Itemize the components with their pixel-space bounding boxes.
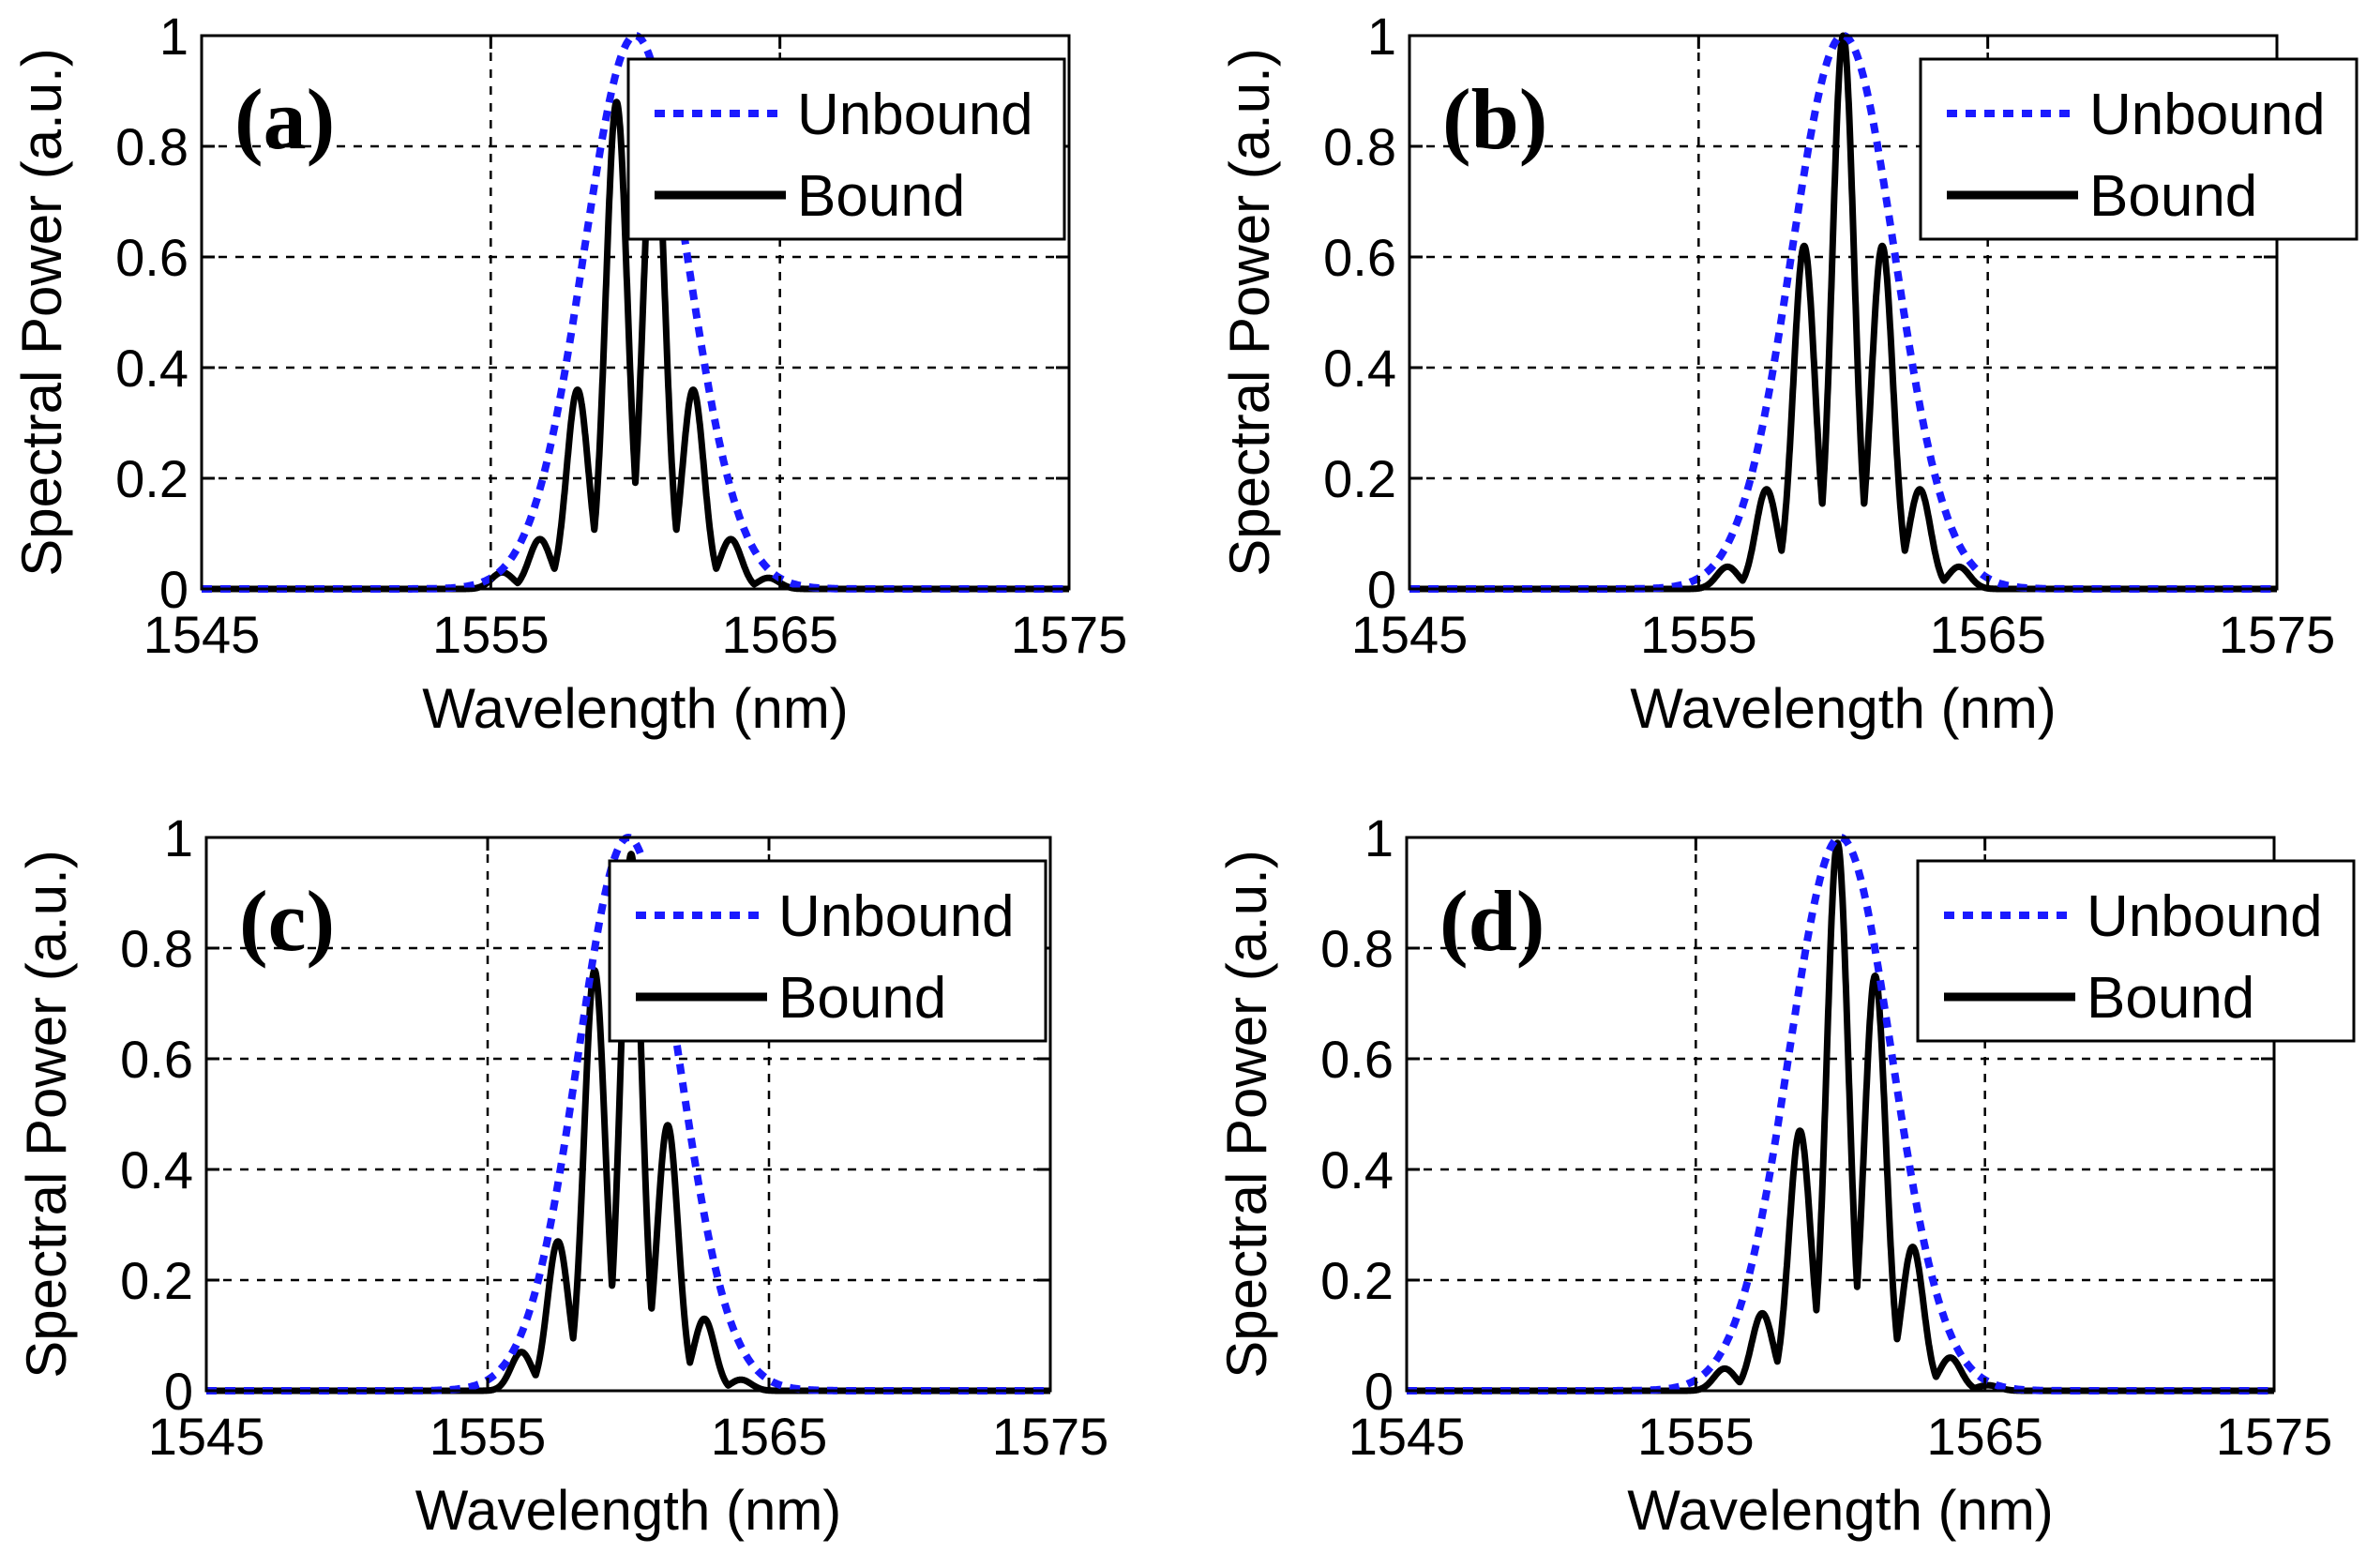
y-tick-label: 0.2 <box>115 449 188 508</box>
y-tick-label: 0.8 <box>1320 919 1394 978</box>
legend: Unbound Bound <box>1919 57 2358 241</box>
legend-unbound-label: Unbound <box>2087 884 2323 949</box>
y-tick-label: 0.6 <box>1320 1030 1394 1089</box>
y-tick-label: 0 <box>164 1362 193 1421</box>
y-tick-label: 1 <box>1364 808 1394 867</box>
panel-2: 0 0.2 0.4 0.6 0.8 1 1545 1555 1565 1575 Wavelength… <box>15 808 1108 1542</box>
x-axis-title: Wavelength (nm) <box>422 677 849 740</box>
x-tick-label: 1555 <box>429 1407 547 1466</box>
x-tick-label: 1575 <box>2216 1407 2333 1466</box>
panel-label: (c) <box>239 873 335 969</box>
x-tick-label: 1545 <box>1351 605 1469 664</box>
y-tick-label: 0.4 <box>1323 339 1396 398</box>
y-tick-label: 0.2 <box>1323 449 1396 508</box>
y-axis-title: Spectral Power (a.u.) <box>1215 850 1278 1379</box>
legend-box <box>1919 57 2358 241</box>
legend-unbound-label: Unbound <box>797 83 1033 147</box>
legend-unbound-label: Unbound <box>778 884 1015 949</box>
y-tick-label: 0 <box>1367 560 1396 619</box>
panel-label: (d) <box>1439 873 1545 969</box>
panel-0: 0 0.2 0.4 0.6 0.8 1 1545 1555 1565 1575 Wavelength… <box>10 7 1127 740</box>
axes-border <box>1408 34 2279 591</box>
y-tick-label: 0.2 <box>120 1251 193 1310</box>
y-tick-label: 1 <box>1367 7 1396 66</box>
axes-border <box>1405 836 2276 1393</box>
y-axis-title: Spectral Power (a.u.) <box>1218 48 1281 577</box>
x-tick-label: 1575 <box>1011 605 1128 664</box>
legend-bound-label: Bound <box>2087 966 2254 1031</box>
panel-label: (a) <box>234 71 335 167</box>
y-tick-label: 1 <box>164 808 193 867</box>
panel-1: 0 0.2 0.4 0.6 0.8 1 1545 1555 1565 1575 Wavelength… <box>1218 7 2358 740</box>
y-tick-label: 0.4 <box>120 1140 193 1199</box>
y-tick-label: 0.6 <box>120 1030 193 1089</box>
x-tick-label: 1545 <box>143 605 261 664</box>
x-tick-label: 1565 <box>1926 1407 2043 1466</box>
x-tick-label: 1555 <box>1640 605 1757 664</box>
x-tick-label: 1545 <box>1349 1407 1466 1466</box>
legend-bound-label: Bound <box>2089 164 2257 229</box>
legend-box <box>626 57 1066 241</box>
y-tick-label: 0 <box>1364 1362 1394 1421</box>
x-tick-label: 1565 <box>721 605 838 664</box>
y-tick-label: 0.4 <box>1320 1140 1394 1199</box>
legend-box <box>608 859 1047 1043</box>
x-tick-label: 1555 <box>1637 1407 1755 1466</box>
y-axis-title: Spectral Power (a.u.) <box>15 850 78 1379</box>
y-tick-label: 1 <box>159 7 188 66</box>
x-tick-label: 1575 <box>992 1407 1109 1466</box>
y-tick-label: 0.6 <box>115 228 188 287</box>
y-axis-title: Spectral Power (a.u.) <box>10 48 73 577</box>
y-tick-label: 0 <box>159 560 188 619</box>
legend-bound-label: Bound <box>797 164 965 229</box>
x-tick-label: 1565 <box>711 1407 828 1466</box>
legend-unbound-label: Unbound <box>2089 83 2326 147</box>
legend: Unbound Bound <box>626 57 1066 241</box>
x-tick-label: 1555 <box>432 605 550 664</box>
y-tick-label: 0.8 <box>120 919 193 978</box>
y-tick-label: 0.2 <box>1320 1251 1394 1310</box>
x-axis-title: Wavelength (nm) <box>1627 1479 2054 1542</box>
legend-bound-label: Bound <box>778 966 946 1031</box>
x-tick-label: 1545 <box>148 1407 265 1466</box>
legend: Unbound Bound <box>1916 859 2356 1043</box>
legend-box <box>1916 859 2356 1043</box>
y-tick-label: 0.4 <box>115 339 188 398</box>
x-axis-title: Wavelength (nm) <box>415 1479 842 1542</box>
axes-border <box>204 836 1052 1393</box>
x-axis-title: Wavelength (nm) <box>1630 677 2057 740</box>
legend: Unbound Bound <box>608 859 1047 1043</box>
panel-label: (b) <box>1442 71 1547 167</box>
x-tick-label: 1575 <box>2219 605 2336 664</box>
y-tick-label: 0.8 <box>1323 117 1396 176</box>
x-tick-label: 1565 <box>1929 605 2046 664</box>
axes-border <box>200 34 1071 591</box>
panel-3: 0 0.2 0.4 0.6 0.8 1 1545 1555 1565 1575 Wavelength… <box>1215 808 2356 1542</box>
y-tick-label: 0.6 <box>1323 228 1396 287</box>
y-tick-label: 0.8 <box>115 117 188 176</box>
